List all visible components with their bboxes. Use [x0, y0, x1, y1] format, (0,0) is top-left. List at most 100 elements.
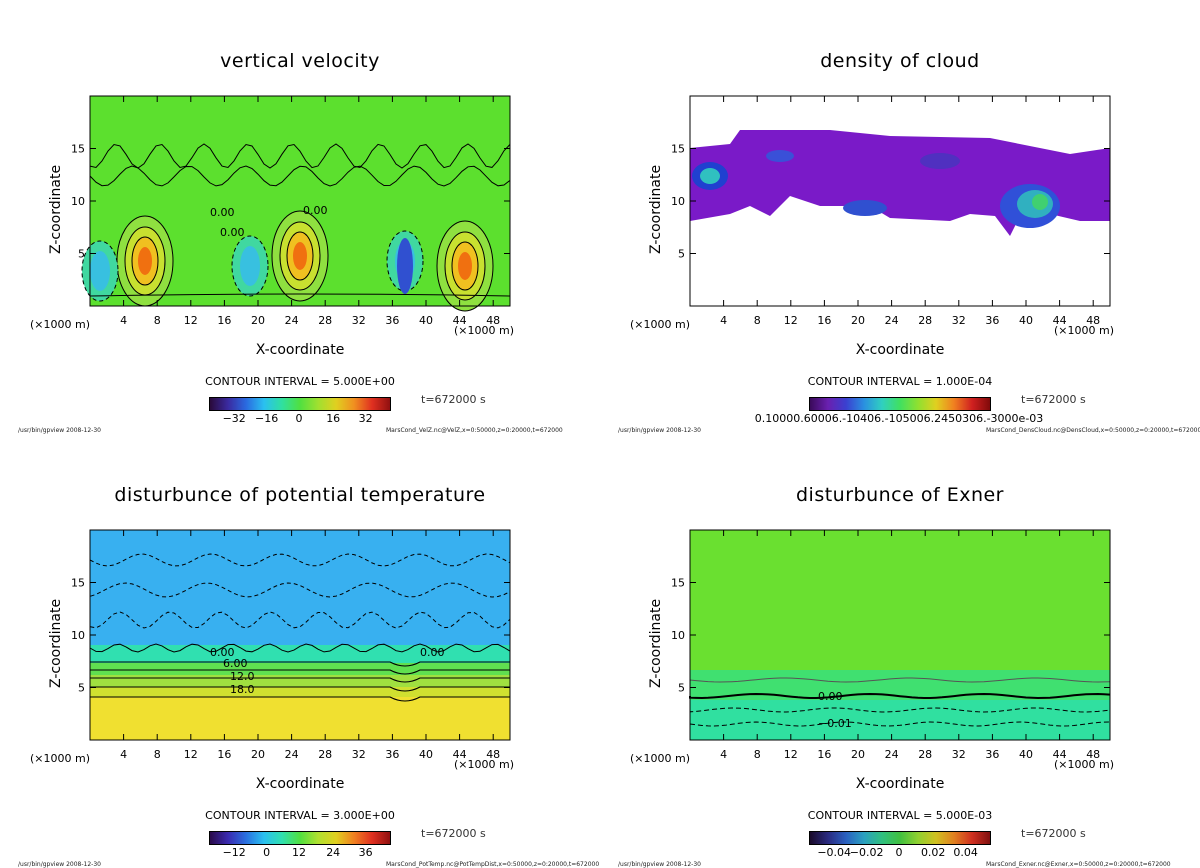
field-blob: [397, 238, 413, 294]
footer-left: /usr/bin/gpview 2008-12-30: [618, 427, 701, 434]
field-blob: [766, 150, 794, 162]
x-tick-label: 44: [1053, 314, 1067, 327]
footer-left: /usr/bin/gpview 2008-12-30: [18, 861, 101, 868]
x-tick-label: 28: [318, 748, 332, 761]
contour-label: 0.00: [818, 690, 843, 703]
contour-label: 0.00: [210, 646, 235, 659]
contour-label: 0.00: [220, 226, 245, 239]
chart-title: disturbunce of Exner: [795, 484, 1004, 506]
time-label: t=672000 s: [421, 393, 486, 406]
x-tick-label: 20: [851, 314, 865, 327]
colorbar-tick-label: 0: [263, 846, 271, 859]
x-tick-label: 12: [784, 314, 798, 327]
chart-title: vertical velocity: [220, 50, 380, 72]
field-blob: [138, 247, 152, 275]
x-unit-right: (×1000 m): [454, 758, 515, 771]
x-tick-label: 24: [885, 314, 899, 327]
contour-line: [689, 707, 1111, 713]
contour-interval: CONTOUR INTERVAL = 1.000E-04: [807, 375, 993, 388]
field-blob: [231, 235, 269, 297]
x-tick-label: 32: [952, 748, 966, 761]
x-tick-label: 16: [817, 748, 831, 761]
x-tick-label: 4: [720, 314, 727, 327]
field-band: [90, 675, 510, 687]
colorbar-tick-label: 24: [326, 846, 341, 859]
x-axis-label: X-coordinate: [255, 776, 345, 792]
x-tick-label: 16: [217, 748, 231, 761]
x-tick-label: 24: [285, 314, 299, 327]
y-tick-label: 5: [78, 682, 85, 695]
time-label: t=672000 s: [421, 827, 486, 840]
contour-line: [90, 661, 510, 667]
contour-line: [689, 721, 1111, 727]
colorbar-tick-label: 0: [295, 412, 303, 425]
y-tick-label: 15: [71, 577, 85, 590]
panel-vertical-velocity: vertical velocity Z-coordinate 0.00 0.00 0.0…: [0, 0, 600, 434]
x-tick-label: 36: [985, 314, 999, 327]
x-tick-label: 8: [154, 314, 161, 327]
x-tick-label: 48: [1086, 314, 1100, 327]
footer-right: MarsCond_DensCloud.nc@DensCloud,x=0:5000…: [986, 427, 1200, 434]
x-tick-label: 40: [1019, 314, 1033, 327]
y-tick-label: 10: [671, 195, 685, 208]
field-blob: [293, 242, 307, 270]
x-tick-label: 8: [754, 748, 761, 761]
colorbar: [209, 831, 391, 845]
colorbar-tick-label: 0.04: [953, 846, 978, 859]
footer-right: MarsCond_Exner.nc@Exner,x=0:50000,z=0:20…: [986, 861, 1171, 868]
field-blob: [286, 231, 314, 281]
contour-line: [89, 165, 511, 187]
x-tick-label: 24: [885, 748, 899, 761]
field-band-lower: [90, 697, 510, 740]
time-label: t=672000 s: [1021, 393, 1086, 406]
x-unit-left: (×1000 m): [30, 318, 91, 331]
colorbar-tick-label: 0: [895, 846, 903, 859]
x-tick-label: 32: [352, 314, 366, 327]
x-tick-label: 40: [419, 748, 433, 761]
contour-line: [89, 143, 511, 169]
x-tick-label: 20: [851, 748, 865, 761]
contour-interval: CONTOUR INTERVAL = 3.000E+00: [205, 809, 395, 822]
contour-line: [89, 293, 511, 297]
x-tick-label: 36: [385, 314, 399, 327]
chart-title: disturbunce of potential temperature: [114, 484, 486, 506]
x-tick-label: 44: [453, 314, 467, 327]
contour-line: [689, 677, 1111, 683]
colorbar: [809, 397, 991, 411]
field-blob: [131, 236, 159, 286]
field-blob: [279, 221, 321, 291]
contour-line: [90, 696, 510, 702]
x-tick-label: 4: [120, 314, 127, 327]
x-tick-label: 36: [985, 748, 999, 761]
y-tick-label: 10: [71, 629, 85, 642]
x-tick-label: 20: [251, 748, 265, 761]
y-tick-label: 5: [678, 682, 685, 695]
x-tick-label: 16: [217, 314, 231, 327]
contour-label: 12.0: [230, 670, 255, 683]
x-tick-label: 44: [1053, 748, 1067, 761]
x-unit-left: (×1000 m): [30, 752, 91, 765]
field-blob: [451, 241, 479, 291]
contour-label: −0.01: [818, 717, 852, 730]
colorbar: [209, 397, 391, 411]
field-blob: [1032, 194, 1048, 210]
x-tick-label: 48: [486, 748, 500, 761]
x-unit-right: (×1000 m): [1054, 758, 1115, 771]
contour-label: 6.00: [223, 657, 248, 670]
colorbar-tick-label: 32: [358, 412, 373, 425]
x-tick-label: 40: [419, 314, 433, 327]
x-tick-label: 8: [154, 748, 161, 761]
x-tick-label: 48: [1086, 748, 1100, 761]
x-unit-left: (×1000 m): [630, 752, 691, 765]
x-tick-label: 48: [486, 314, 500, 327]
y-tick-label: 10: [671, 629, 685, 642]
contour-label: 18.0: [230, 683, 255, 696]
y-axis-label: Z-coordinate: [48, 164, 64, 254]
x-axis-label: X-coordinate: [255, 342, 345, 358]
chart-title: density of cloud: [820, 50, 980, 72]
footer-right: MarsCond_VelZ.nc@VelZ,x=0:50000,z=0:2000…: [386, 427, 563, 434]
footer-left: /usr/bin/gpview 2008-12-30: [618, 861, 701, 868]
y-tick-label: 10: [71, 195, 85, 208]
